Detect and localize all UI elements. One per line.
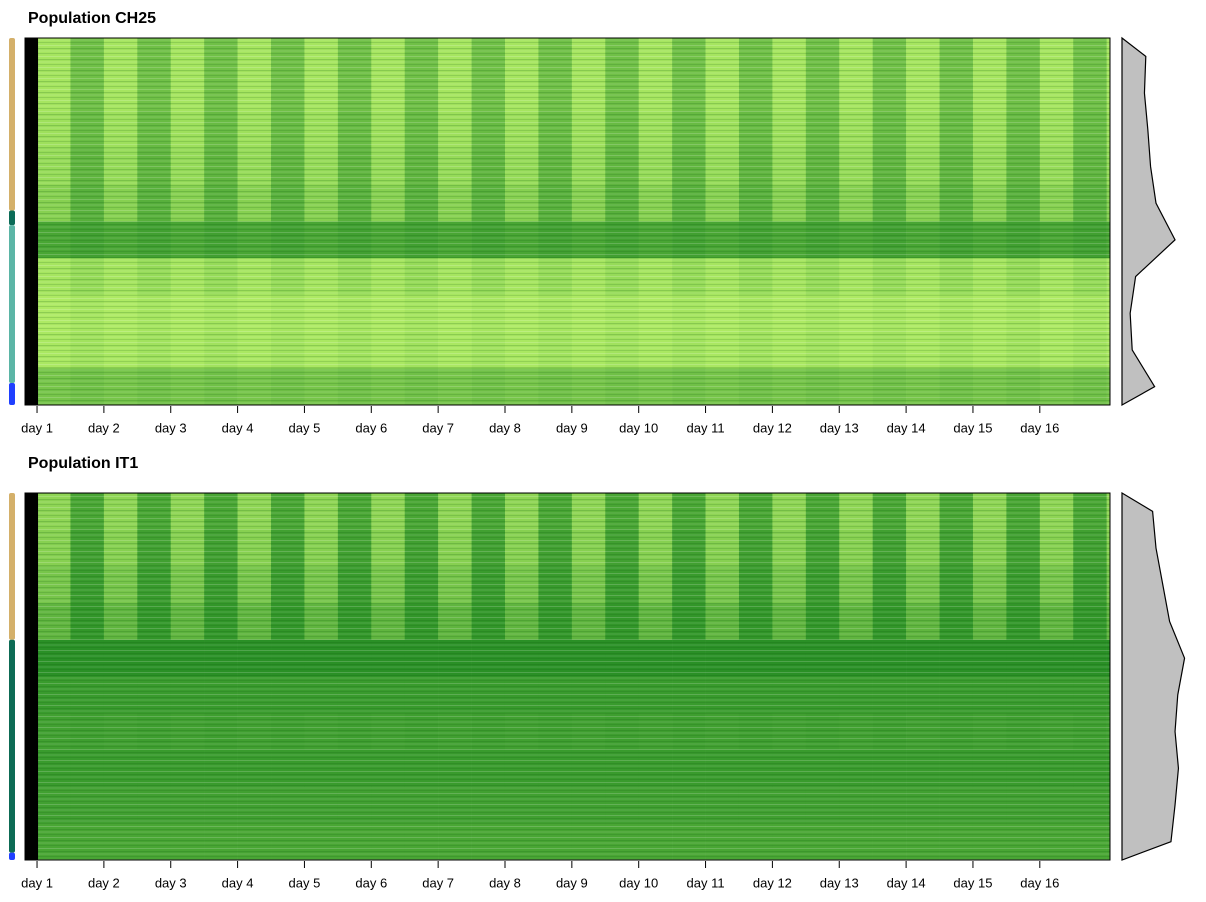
row-group-bar: [9, 210, 15, 226]
x-tick-label: day 13: [820, 875, 859, 890]
panel-title: Population CH25: [28, 10, 156, 27]
x-tick-label: day 2: [88, 420, 120, 435]
plot-frame: [24, 37, 1111, 406]
x-tick-label: day 8: [489, 875, 521, 890]
x-tick-label: day 4: [222, 420, 254, 435]
x-tick-label: day 9: [556, 875, 588, 890]
plot-frame: [24, 492, 1111, 861]
x-tick-label: day 9: [556, 420, 588, 435]
profile-area: [1121, 491, 1186, 861]
x-tick-label: day 3: [155, 875, 187, 890]
x-tick-label: day 3: [155, 420, 187, 435]
profile-area: [1121, 36, 1176, 407]
x-tick-label: day 8: [489, 420, 521, 435]
lead-bar: [25, 493, 39, 860]
x-tick-label: day 16: [1020, 420, 1059, 435]
x-tick-label: day 14: [887, 420, 926, 435]
row-group-bar: [9, 38, 15, 211]
x-tick-label: day 16: [1020, 875, 1059, 890]
row-group-bar: [9, 493, 15, 640]
row-group-bar: [9, 852, 15, 860]
x-tick-label: day 6: [355, 875, 387, 890]
row-group-bar: [9, 639, 15, 853]
x-tick-label: day 6: [355, 420, 387, 435]
texture: [37, 38, 1110, 405]
lead-bar: [25, 38, 39, 405]
x-tick-label: day 11: [687, 875, 725, 890]
panel-title: Population IT1: [28, 455, 138, 472]
row-group-bar: [9, 225, 15, 383]
x-tick-label: day 13: [820, 420, 859, 435]
x-tick-label: day 4: [222, 875, 254, 890]
x-tick-label: day 10: [619, 420, 658, 435]
x-tick-label: day 1: [21, 875, 53, 890]
x-tick-label: day 12: [753, 420, 792, 435]
x-tick-label: day 5: [289, 420, 321, 435]
x-tick-label: day 15: [953, 420, 992, 435]
x-tick-label: day 7: [422, 420, 454, 435]
row-group-bar: [9, 382, 15, 405]
x-tick-label: day 12: [753, 875, 792, 890]
x-tick-label: day 5: [289, 875, 321, 890]
x-tick-label: day 11: [687, 420, 725, 435]
x-tick-label: day 15: [953, 875, 992, 890]
x-tick-label: day 2: [88, 875, 120, 890]
texture: [37, 493, 1110, 860]
x-tick-label: day 14: [887, 875, 926, 890]
x-tick-label: day 1: [21, 420, 53, 435]
x-tick-label: day 10: [619, 875, 658, 890]
x-tick-label: day 7: [422, 875, 454, 890]
